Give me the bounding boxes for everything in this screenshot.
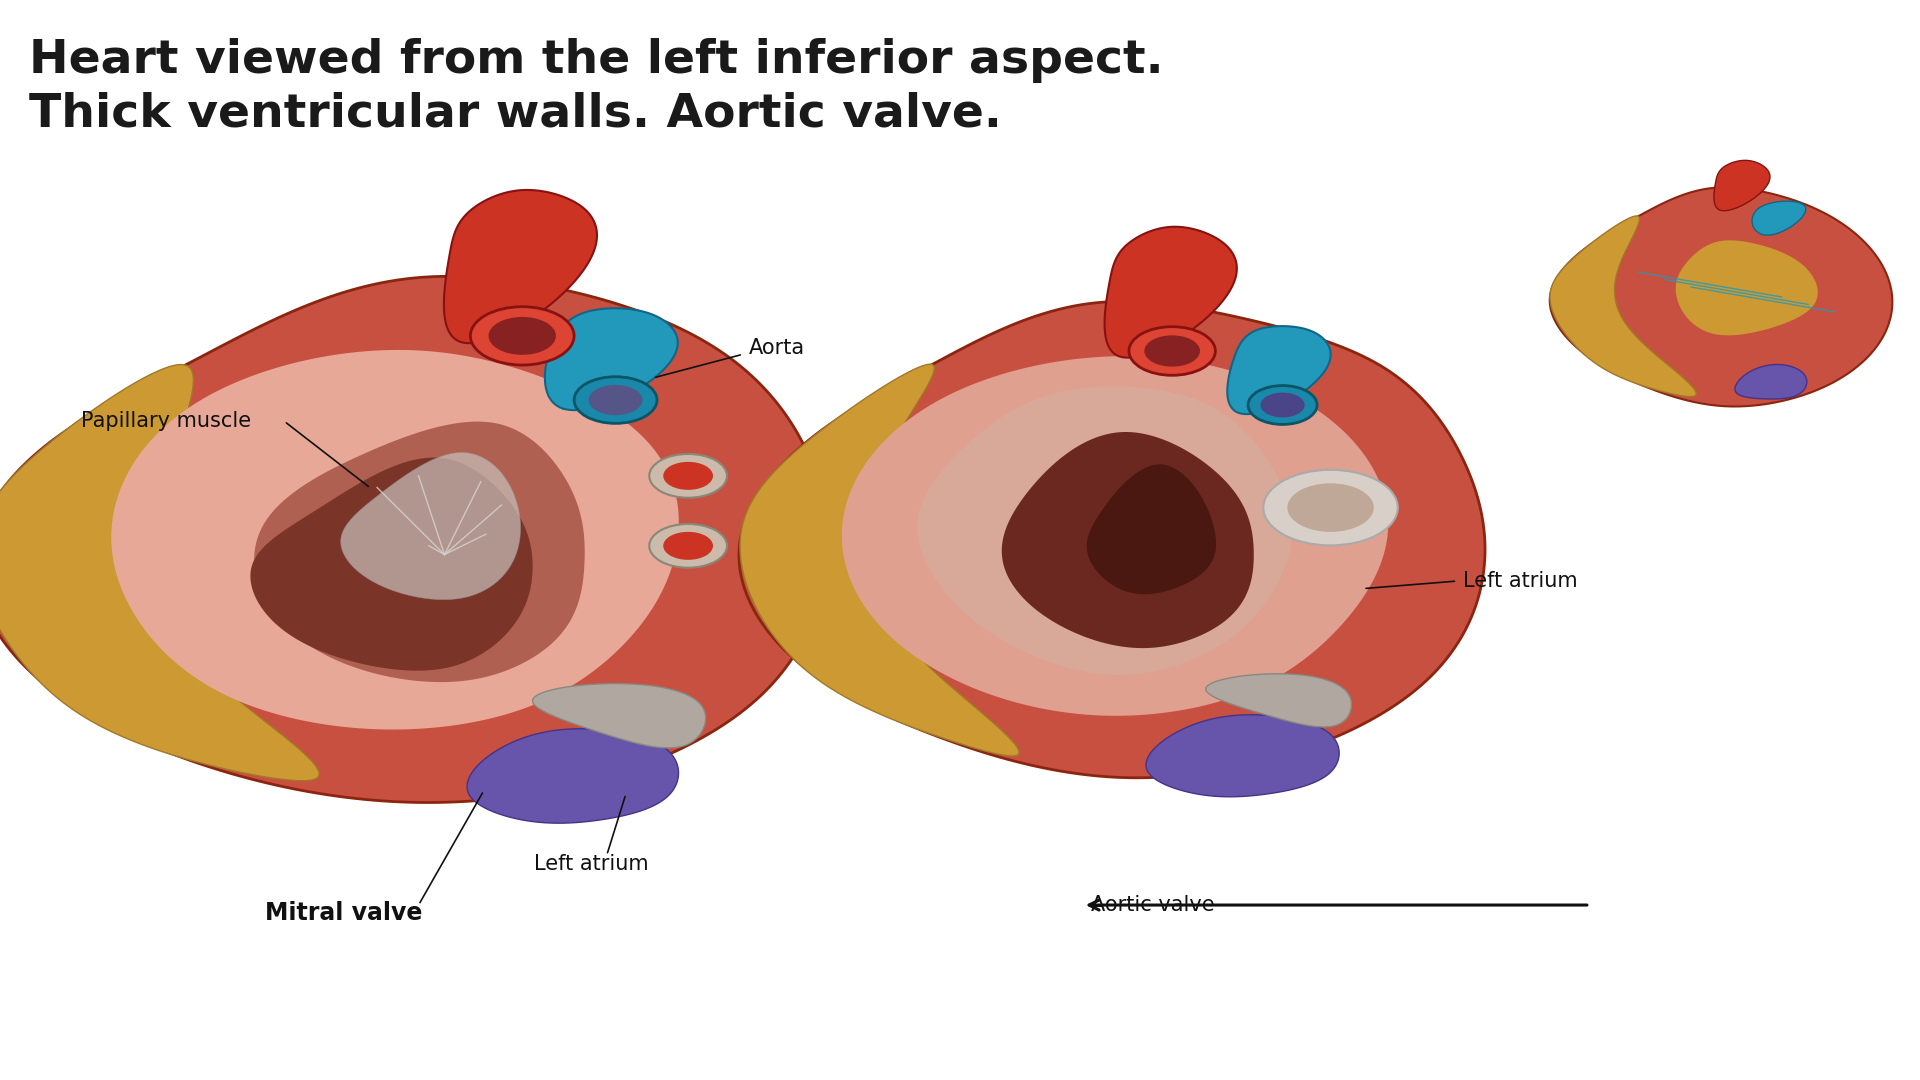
- Polygon shape: [111, 350, 680, 729]
- Polygon shape: [253, 421, 586, 683]
- Circle shape: [1260, 392, 1304, 417]
- Polygon shape: [444, 190, 597, 343]
- Polygon shape: [1227, 326, 1331, 414]
- Circle shape: [1286, 484, 1375, 532]
- Polygon shape: [467, 729, 678, 823]
- Polygon shape: [1753, 201, 1805, 235]
- Polygon shape: [841, 356, 1388, 716]
- Polygon shape: [1002, 432, 1254, 648]
- Text: Aorta: Aorta: [749, 338, 804, 357]
- Polygon shape: [739, 364, 1020, 756]
- Polygon shape: [1736, 365, 1807, 399]
- Circle shape: [574, 377, 657, 423]
- Polygon shape: [0, 365, 319, 781]
- Circle shape: [488, 316, 557, 355]
- Text: Heart viewed from the left inferior aspect.
Thick ventricular walls. Aortic valv: Heart viewed from the left inferior aspe…: [29, 38, 1164, 136]
- Polygon shape: [918, 387, 1292, 675]
- Circle shape: [470, 307, 574, 365]
- Circle shape: [1263, 470, 1398, 545]
- Text: Left atrium: Left atrium: [534, 854, 649, 874]
- Circle shape: [1129, 326, 1215, 375]
- Polygon shape: [532, 684, 707, 747]
- Circle shape: [662, 531, 712, 559]
- Polygon shape: [340, 453, 520, 599]
- Polygon shape: [1549, 187, 1893, 406]
- Circle shape: [1144, 335, 1200, 366]
- Circle shape: [662, 462, 712, 490]
- Text: Aortic valve: Aortic valve: [1091, 895, 1213, 915]
- Circle shape: [1248, 386, 1317, 424]
- Text: Papillary muscle: Papillary muscle: [81, 411, 252, 431]
- Polygon shape: [1087, 464, 1215, 594]
- Text: Left atrium: Left atrium: [1463, 571, 1578, 591]
- Polygon shape: [739, 301, 1484, 778]
- Circle shape: [649, 454, 728, 498]
- Polygon shape: [1146, 715, 1338, 797]
- Polygon shape: [1676, 241, 1818, 336]
- Text: Mitral valve: Mitral valve: [265, 901, 422, 924]
- Polygon shape: [1715, 160, 1770, 211]
- Circle shape: [649, 524, 728, 568]
- Polygon shape: [1206, 674, 1352, 727]
- Polygon shape: [0, 276, 828, 802]
- Polygon shape: [250, 458, 532, 671]
- Polygon shape: [545, 308, 678, 410]
- Circle shape: [589, 384, 643, 415]
- Polygon shape: [1549, 216, 1695, 396]
- Polygon shape: [1104, 227, 1236, 357]
